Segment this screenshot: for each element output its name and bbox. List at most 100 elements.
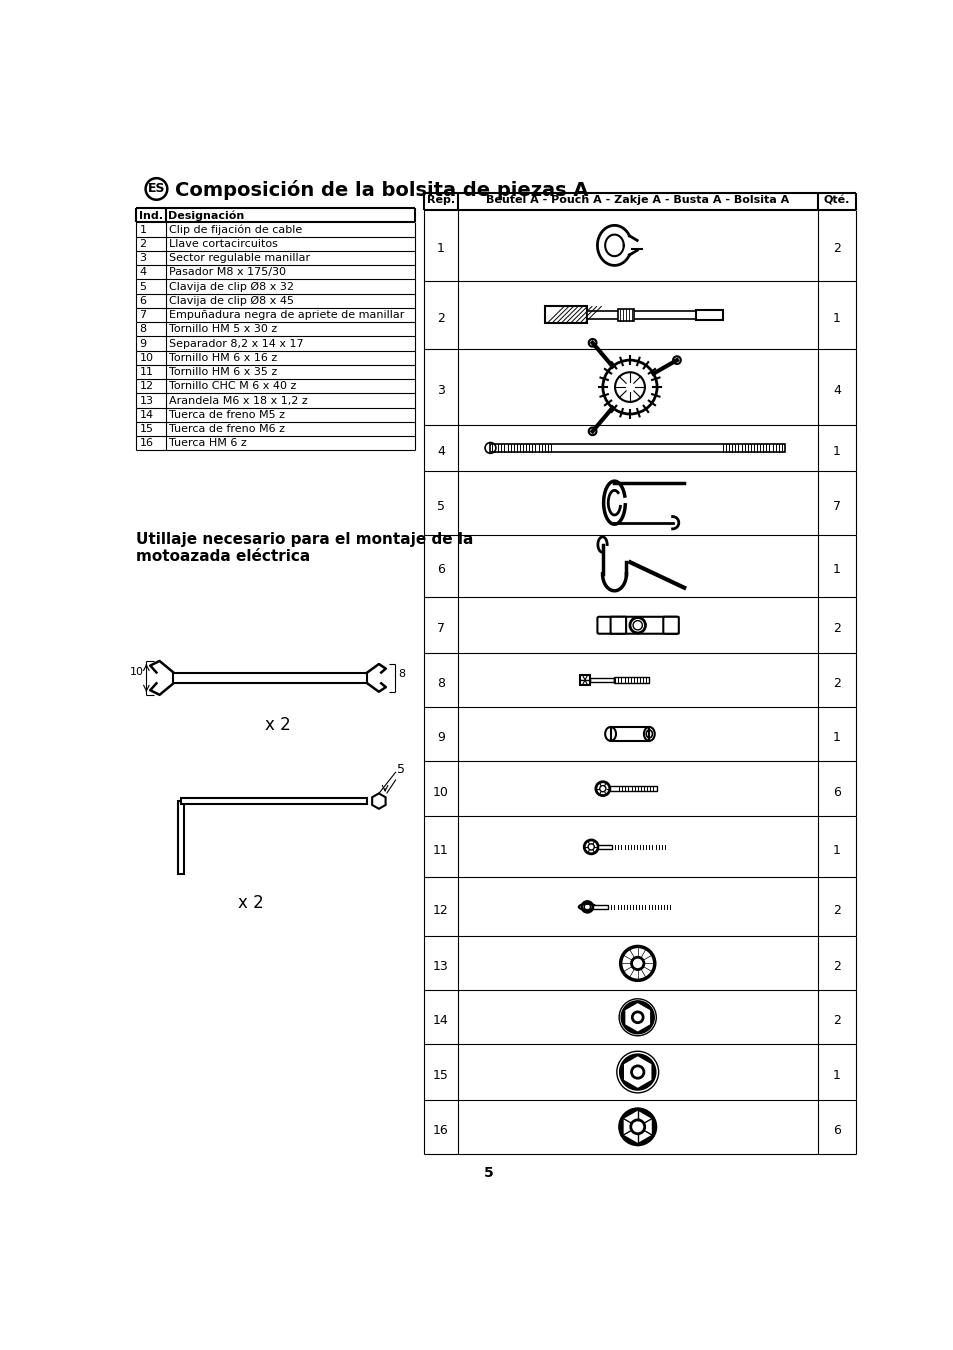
Text: 5: 5 bbox=[397, 764, 405, 776]
Text: 12: 12 bbox=[139, 382, 153, 391]
Text: 4: 4 bbox=[139, 267, 147, 278]
Text: 16: 16 bbox=[433, 1123, 448, 1137]
Text: Separador 8,2 x 14 x 17: Separador 8,2 x 14 x 17 bbox=[169, 339, 303, 348]
Bar bbox=[544, 306, 587, 324]
Text: 1: 1 bbox=[832, 563, 840, 576]
Bar bbox=[618, 309, 633, 321]
Bar bbox=[610, 728, 649, 741]
Text: 13: 13 bbox=[139, 396, 153, 406]
Text: 2: 2 bbox=[832, 960, 840, 973]
Text: Designación: Designación bbox=[168, 211, 244, 221]
Text: 16: 16 bbox=[139, 439, 153, 448]
Text: Arandela M6 x 18 x 1,2 z: Arandela M6 x 18 x 1,2 z bbox=[169, 396, 307, 406]
Text: 1: 1 bbox=[139, 224, 146, 235]
Text: Pasador M8 x 175/30: Pasador M8 x 175/30 bbox=[169, 267, 286, 278]
Text: 10: 10 bbox=[139, 352, 153, 363]
Text: x 2: x 2 bbox=[265, 717, 291, 734]
Text: 12: 12 bbox=[433, 903, 448, 917]
Text: Clavija de clip Ø8 x 45: Clavija de clip Ø8 x 45 bbox=[169, 296, 294, 306]
Text: Tuerca de freno M5 z: Tuerca de freno M5 z bbox=[169, 410, 285, 420]
Text: 13: 13 bbox=[433, 960, 448, 973]
Text: x 2: x 2 bbox=[238, 894, 264, 911]
Bar bbox=[590, 678, 613, 682]
Text: 15: 15 bbox=[433, 1069, 448, 1081]
Text: 9: 9 bbox=[436, 730, 444, 744]
Text: 2: 2 bbox=[139, 239, 147, 248]
Text: 10: 10 bbox=[130, 667, 144, 676]
Text: Tuerca de freno M6 z: Tuerca de freno M6 z bbox=[169, 424, 285, 435]
Text: 5: 5 bbox=[139, 282, 146, 292]
FancyBboxPatch shape bbox=[662, 617, 679, 633]
Text: 5: 5 bbox=[483, 1166, 494, 1180]
Polygon shape bbox=[372, 794, 385, 809]
Text: Llave cortacircuitos: Llave cortacircuitos bbox=[169, 239, 277, 248]
Bar bbox=[579, 675, 590, 686]
Bar bbox=[609, 786, 657, 791]
Bar bbox=[695, 310, 722, 320]
Text: 1: 1 bbox=[832, 844, 840, 857]
Text: 6: 6 bbox=[436, 563, 444, 576]
Text: 4: 4 bbox=[832, 383, 840, 397]
Text: 11: 11 bbox=[139, 367, 153, 377]
FancyBboxPatch shape bbox=[610, 617, 625, 633]
Text: Qté.: Qté. bbox=[822, 196, 849, 205]
Text: 1: 1 bbox=[832, 1069, 840, 1081]
Text: 6: 6 bbox=[832, 1123, 840, 1137]
Text: Tornillo HM 6 x 35 z: Tornillo HM 6 x 35 z bbox=[169, 367, 276, 377]
Bar bbox=[592, 904, 608, 909]
Text: Tornillo HM 6 x 16 z: Tornillo HM 6 x 16 z bbox=[169, 352, 276, 363]
Text: 6: 6 bbox=[139, 296, 146, 306]
Text: Tornillo HM 5 x 30 z: Tornillo HM 5 x 30 z bbox=[169, 324, 276, 335]
Text: 2: 2 bbox=[832, 1014, 840, 1027]
Text: Empuñadura negra de apriete de manillar: Empuñadura negra de apriete de manillar bbox=[169, 310, 404, 320]
Polygon shape bbox=[622, 1056, 652, 1089]
Text: 2: 2 bbox=[832, 242, 840, 255]
Text: Rep.: Rep. bbox=[426, 196, 455, 205]
Text: Tuerca HM 6 z: Tuerca HM 6 z bbox=[169, 439, 246, 448]
Text: 2: 2 bbox=[436, 312, 444, 325]
Polygon shape bbox=[623, 1002, 651, 1033]
Text: 15: 15 bbox=[139, 424, 153, 435]
Text: 4: 4 bbox=[436, 446, 444, 458]
Bar bbox=[178, 801, 184, 875]
Text: 1: 1 bbox=[832, 446, 840, 458]
Bar bbox=[490, 444, 784, 452]
Text: 3: 3 bbox=[139, 254, 146, 263]
Text: 8: 8 bbox=[139, 324, 147, 335]
Text: Composición de la bolsita de piezas A: Composición de la bolsita de piezas A bbox=[174, 181, 588, 201]
Text: 1: 1 bbox=[832, 730, 840, 744]
Text: 8: 8 bbox=[397, 670, 405, 679]
Text: Ind.: Ind. bbox=[138, 211, 162, 220]
Text: Utillaje necesario para el montaje de la
motoazada eléctrica: Utillaje necesario para el montaje de la… bbox=[136, 532, 474, 564]
Text: 2: 2 bbox=[832, 903, 840, 917]
Text: 5: 5 bbox=[436, 500, 444, 513]
Bar bbox=[598, 845, 612, 849]
Bar bbox=[181, 798, 367, 805]
Text: 3: 3 bbox=[436, 383, 444, 397]
Text: Clip de fijación de cable: Clip de fijación de cable bbox=[169, 224, 302, 235]
Bar bbox=[587, 310, 695, 319]
Text: 8: 8 bbox=[436, 676, 444, 690]
Text: 6: 6 bbox=[832, 786, 840, 799]
Text: 14: 14 bbox=[433, 1014, 448, 1027]
Text: 7: 7 bbox=[436, 622, 444, 634]
Text: Clavija de clip Ø8 x 32: Clavija de clip Ø8 x 32 bbox=[169, 282, 294, 292]
Text: 9: 9 bbox=[139, 339, 147, 348]
FancyBboxPatch shape bbox=[597, 617, 678, 633]
Text: 14: 14 bbox=[139, 410, 153, 420]
Bar bbox=[613, 676, 649, 683]
Text: 1: 1 bbox=[832, 312, 840, 325]
Text: 7: 7 bbox=[832, 500, 840, 513]
Text: 1: 1 bbox=[436, 242, 444, 255]
Text: ES: ES bbox=[148, 182, 165, 196]
Text: 10: 10 bbox=[433, 786, 448, 799]
Text: Tornillo CHC M 6 x 40 z: Tornillo CHC M 6 x 40 z bbox=[169, 382, 296, 391]
Text: 2: 2 bbox=[832, 622, 840, 634]
Text: Beutel A - Pouch A - Zakje A - Busta A - Bolsita A: Beutel A - Pouch A - Zakje A - Busta A -… bbox=[486, 196, 788, 205]
Text: 7: 7 bbox=[139, 310, 147, 320]
Text: Sector regulable manillar: Sector regulable manillar bbox=[169, 254, 310, 263]
Polygon shape bbox=[621, 1110, 653, 1145]
Text: 11: 11 bbox=[433, 844, 448, 857]
Text: 2: 2 bbox=[832, 676, 840, 690]
Bar bbox=[173, 672, 367, 683]
